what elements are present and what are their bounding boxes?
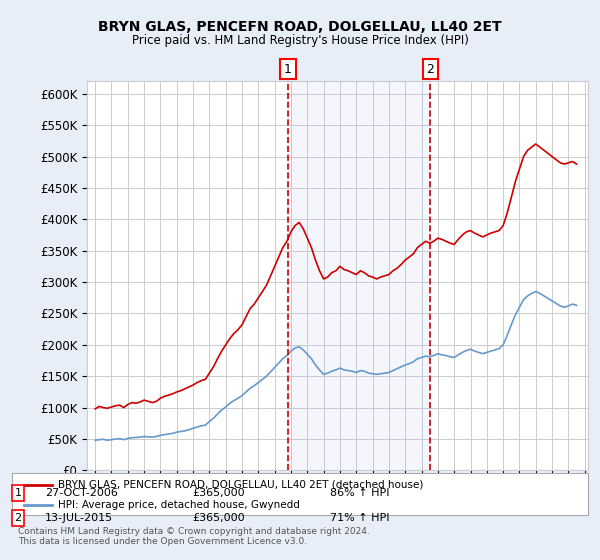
Text: 86% ↑ HPI: 86% ↑ HPI [330, 488, 389, 498]
Text: BRYN GLAS, PENCEFN ROAD, DOLGELLAU, LL40 2ET (detached house): BRYN GLAS, PENCEFN ROAD, DOLGELLAU, LL40… [58, 480, 424, 490]
Text: 2: 2 [427, 63, 434, 76]
Text: 1: 1 [284, 63, 292, 76]
Text: £365,000: £365,000 [192, 488, 245, 498]
Text: 1: 1 [14, 488, 22, 498]
Text: BRYN GLAS, PENCEFN ROAD, DOLGELLAU, LL40 2ET: BRYN GLAS, PENCEFN ROAD, DOLGELLAU, LL40… [98, 20, 502, 34]
Text: 71% ↑ HPI: 71% ↑ HPI [330, 513, 389, 523]
Text: Price paid vs. HM Land Registry's House Price Index (HPI): Price paid vs. HM Land Registry's House … [131, 34, 469, 46]
Text: £365,000: £365,000 [192, 513, 245, 523]
Text: 13-JUL-2015: 13-JUL-2015 [45, 513, 113, 523]
Bar [288, 81, 430, 470]
Text: 27-OCT-2006: 27-OCT-2006 [45, 488, 118, 498]
Text: 2: 2 [14, 513, 22, 523]
Text: Contains HM Land Registry data © Crown copyright and database right 2024.
This d: Contains HM Land Registry data © Crown c… [18, 526, 370, 546]
Text: HPI: Average price, detached house, Gwynedd: HPI: Average price, detached house, Gwyn… [58, 500, 300, 510]
